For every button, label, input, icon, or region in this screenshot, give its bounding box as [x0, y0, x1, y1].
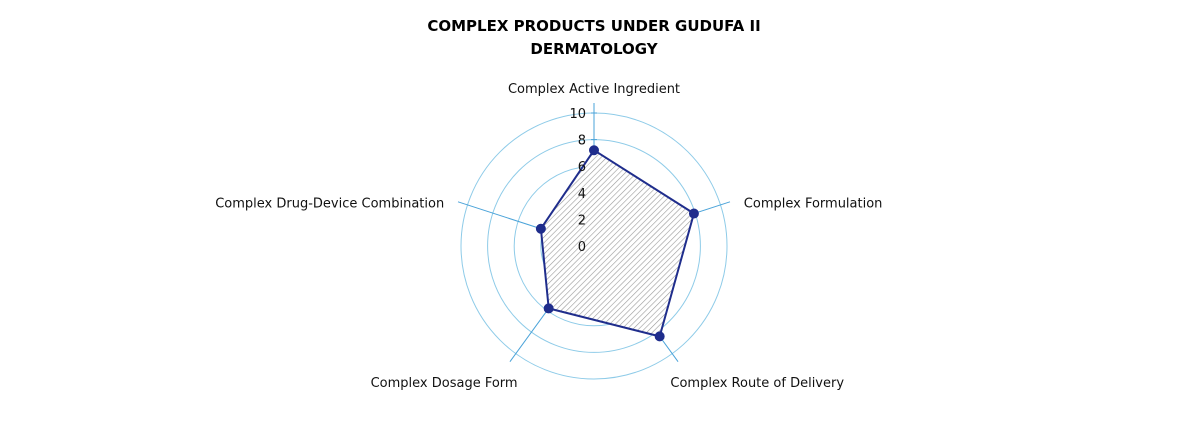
tick-label-2: 2 — [578, 213, 586, 228]
category-label-3: Complex Dosage Form — [371, 376, 518, 391]
data-point-0 — [589, 145, 599, 156]
chart-title-line-1: COMPLEX PRODUCTS UNDER GUDUFA II — [427, 17, 760, 35]
data-point-4 — [535, 223, 546, 234]
chart-title-line-2: DERMATOLOGY — [530, 40, 658, 58]
tick-label-8: 8 — [578, 134, 586, 149]
category-label-0: Complex Active Ingredient — [508, 82, 680, 97]
data-point-1 — [688, 208, 699, 219]
data-point-3 — [543, 303, 554, 314]
category-label-4: Complex Drug-Device Combination — [215, 197, 444, 212]
tick-label-10: 10 — [569, 107, 586, 122]
category-label-1: Complex Formulation — [744, 197, 883, 212]
radar-series — [535, 145, 699, 342]
category-labels: Complex Active Ingredient Complex Formula… — [215, 82, 882, 391]
data-point-2 — [654, 331, 665, 342]
category-label-2: Complex Route of Delivery — [670, 376, 844, 391]
tick-label-6: 6 — [578, 160, 586, 175]
radial-tick-labels: 0 2 4 6 8 10 — [569, 107, 586, 255]
tick-label-0: 0 — [578, 240, 586, 255]
series-area-0 — [539, 149, 695, 338]
tick-label-4: 4 — [578, 187, 586, 202]
